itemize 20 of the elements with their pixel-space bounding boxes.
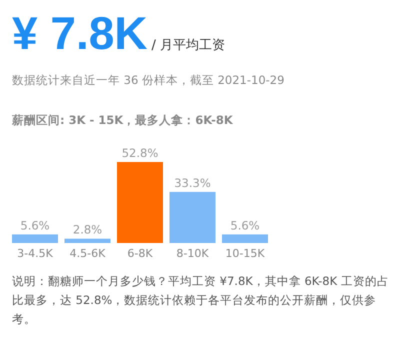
chart-subtitle: / 月平均工资 (152, 38, 226, 53)
chart-title: ¥ 7.8K (12, 7, 148, 59)
bar (12, 234, 58, 243)
x-tick-label: 10-15K (225, 247, 266, 260)
x-tick-label: 6-8K (127, 247, 154, 260)
text: 说明：翻糖师一个月多少钱？平均工资 ¥7.8K，其中拿 6K-8K 工资的占比最多，达 52.8%，数据统计依赖于各平台发布的公开薪酬，仅供参考。 (12, 273, 390, 328)
bar (170, 192, 216, 243)
data-label: 33.3% (174, 176, 211, 190)
bar (117, 162, 163, 243)
data-label: 2.8% (72, 222, 102, 237)
data-label: 5.6% (20, 218, 50, 232)
text: 数据统计来自近一年 36 份样本，截至 2021-10-29 (12, 73, 284, 88)
data-label: 5.6% (230, 218, 260, 232)
bar (222, 234, 268, 243)
bar (64, 238, 110, 243)
data-label: 52.8% (122, 146, 158, 160)
text: 薪酬区间: 3K - 15K，最多人拿：6K-8K (12, 113, 233, 128)
x-tick-label: 4.5-6K (70, 247, 106, 260)
x-tick-label: 8-10K (176, 247, 210, 260)
x-tick-label: 3-4.5K (17, 247, 54, 260)
